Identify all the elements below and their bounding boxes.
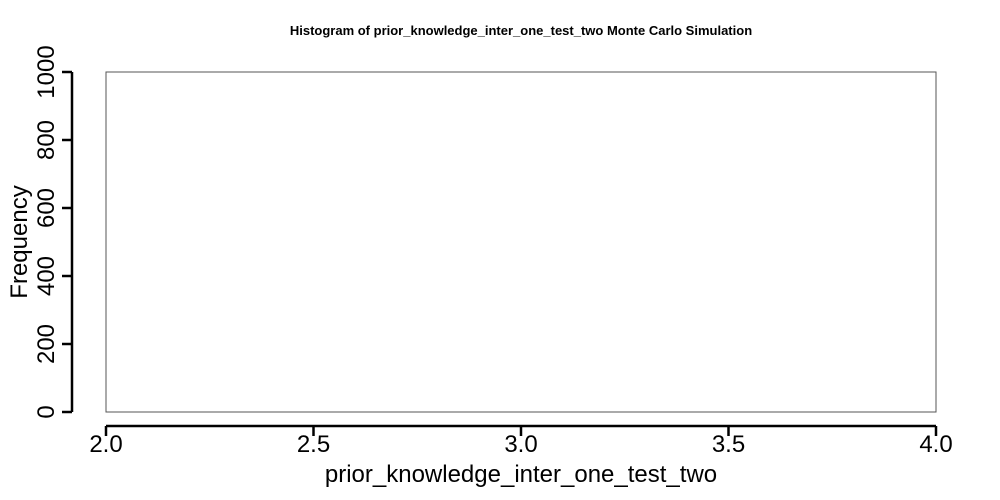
- y-axis-label: Frequency: [6, 185, 33, 298]
- y-tick-label: 800: [33, 120, 60, 160]
- x-tick-label: 3.0: [504, 431, 537, 458]
- x-tick-label: 2.5: [297, 431, 330, 458]
- x-axis-label: prior_knowledge_inter_one_test_two: [325, 461, 717, 488]
- y-tick-label: 200: [33, 324, 60, 364]
- x-tick-label: 4.0: [919, 431, 952, 458]
- y-tick-label: 1000: [33, 45, 60, 98]
- chart-title: Histogram of prior_knowledge_inter_one_t…: [290, 23, 752, 38]
- x-axis-ticks: 2.0 2.5 3.0 3.5 4.0: [89, 426, 953, 458]
- y-tick-label: 0: [33, 405, 60, 418]
- y-axis-ticks: 0 200 400 600 800 1000: [33, 45, 72, 419]
- y-tick-label: 400: [33, 256, 60, 296]
- x-tick-label: 3.5: [712, 431, 745, 458]
- y-tick-label: 600: [33, 188, 60, 228]
- x-tick-label: 2.0: [89, 431, 122, 458]
- plot-area: [105, 71, 937, 413]
